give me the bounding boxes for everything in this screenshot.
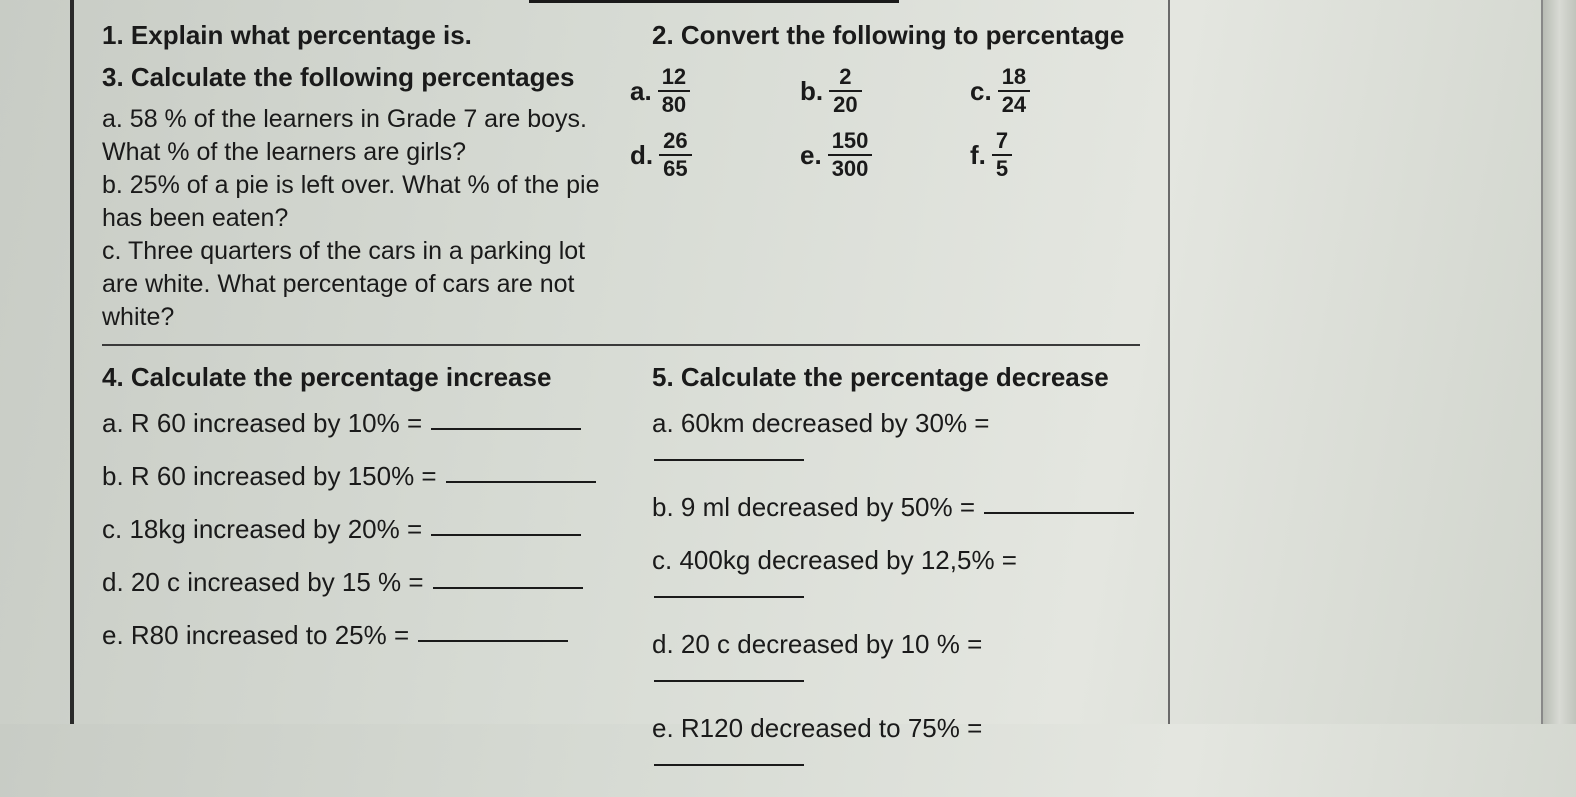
q5-b: b. 9 ml decreased by 50% =: [652, 492, 1140, 523]
q4-a-text: a. R 60 increased by 10% =: [102, 408, 422, 438]
q5-d-text: d. 20 c decreased by 10 % =: [652, 629, 982, 659]
answer-blank[interactable]: [446, 481, 596, 483]
answer-blank[interactable]: [654, 596, 804, 598]
q5-text: 5. Calculate the percentage decrease: [652, 360, 1140, 394]
separator-rule: [102, 344, 1140, 346]
q3-b: b. 25% of a pie is left over. What % of …: [102, 169, 620, 235]
frac-label: b.: [800, 76, 823, 107]
worksheet-page: 1. Explain what percentage is. 2. Conver…: [70, 0, 1170, 724]
q2-item-c: c. 18 24: [970, 66, 1140, 116]
q4-b: b. R 60 increased by 150% =: [102, 461, 642, 492]
q5-c-text: c. 400kg decreased by 12,5% =: [652, 545, 1017, 575]
q4-a: a. R 60 increased by 10% =: [102, 408, 642, 439]
q2-row2: d. 26 65 e. 150 300 f.: [630, 130, 1140, 180]
q3-a: a. 58 % of the learners in Grade 7 are b…: [102, 103, 620, 169]
q2-text: 2. Convert the following to percentage: [652, 18, 1140, 52]
frac-label: a.: [630, 76, 652, 107]
numerator: 7: [992, 130, 1012, 154]
numerator: 12: [658, 66, 690, 90]
frac-label: c.: [970, 76, 992, 107]
q1-text: 1. Explain what percentage is.: [102, 18, 642, 52]
content: 1. Explain what percentage is. 2. Conver…: [74, 0, 1168, 797]
q2-row1: a. 12 80 b. 2 20 c.: [630, 66, 1140, 116]
q4-d: d. 20 c increased by 15 % =: [102, 567, 642, 598]
page-fold-edge: [1541, 0, 1576, 724]
fraction: 7 5: [992, 130, 1012, 180]
q5-a: a. 60km decreased by 30% =: [652, 408, 1140, 470]
denominator: 80: [658, 90, 690, 116]
fraction: 150 300: [828, 130, 873, 180]
answer-blank[interactable]: [654, 459, 804, 461]
denominator: 65: [659, 154, 691, 180]
numerator: 150: [828, 130, 873, 154]
frac-label: e.: [800, 140, 822, 171]
q2-item-a: a. 12 80: [630, 66, 800, 116]
fraction: 12 80: [658, 66, 690, 116]
q4-c-text: c. 18kg increased by 20% =: [102, 514, 422, 544]
q2-item-b: b. 2 20: [800, 66, 970, 116]
denominator: 300: [828, 154, 873, 180]
q5-e-text: e. R120 decreased to 75% =: [652, 713, 982, 743]
q3-text: 3. Calculate the following percentages: [102, 60, 620, 94]
denominator: 20: [829, 90, 861, 116]
q4-d-text: d. 20 c increased by 15 % =: [102, 567, 424, 597]
title-underline: [529, 0, 899, 3]
q5-a-text: a. 60km decreased by 30% =: [652, 408, 989, 438]
q4-e-text: e. R80 increased to 25% =: [102, 620, 409, 650]
q4-c: c. 18kg increased by 20% =: [102, 514, 642, 545]
numerator: 2: [835, 66, 855, 90]
fraction: 18 24: [998, 66, 1030, 116]
q2-item-f: f. 7 5: [970, 130, 1140, 180]
q5-c: c. 400kg decreased by 12,5% =: [652, 545, 1140, 607]
answer-blank[interactable]: [418, 640, 568, 642]
q2-item-d: d. 26 65: [630, 130, 800, 180]
answer-blank[interactable]: [431, 428, 581, 430]
numerator: 26: [659, 130, 691, 154]
frac-label: f.: [970, 140, 986, 171]
answer-blank[interactable]: [984, 512, 1134, 514]
q3-c: c. Three quarters of the cars in a parki…: [102, 235, 620, 334]
q4-b-text: b. R 60 increased by 150% =: [102, 461, 437, 491]
q4-text: 4. Calculate the percentage increase: [102, 360, 642, 394]
frac-label: d.: [630, 140, 653, 171]
answer-blank[interactable]: [433, 587, 583, 589]
q2-item-e: e. 150 300: [800, 130, 970, 180]
denominator: 5: [992, 154, 1012, 180]
answer-blank[interactable]: [431, 534, 581, 536]
denominator: 24: [998, 90, 1030, 116]
q5-b-text: b. 9 ml decreased by 50% =: [652, 492, 975, 522]
answer-blank[interactable]: [654, 764, 804, 766]
q5-e: e. R120 decreased to 75% =: [652, 713, 1140, 775]
fraction: 2 20: [829, 66, 861, 116]
numerator: 18: [998, 66, 1030, 90]
fraction: 26 65: [659, 130, 691, 180]
q5-d: d. 20 c decreased by 10 % =: [652, 629, 1140, 691]
q4-e: e. R80 increased to 25% =: [102, 620, 642, 651]
answer-blank[interactable]: [654, 680, 804, 682]
